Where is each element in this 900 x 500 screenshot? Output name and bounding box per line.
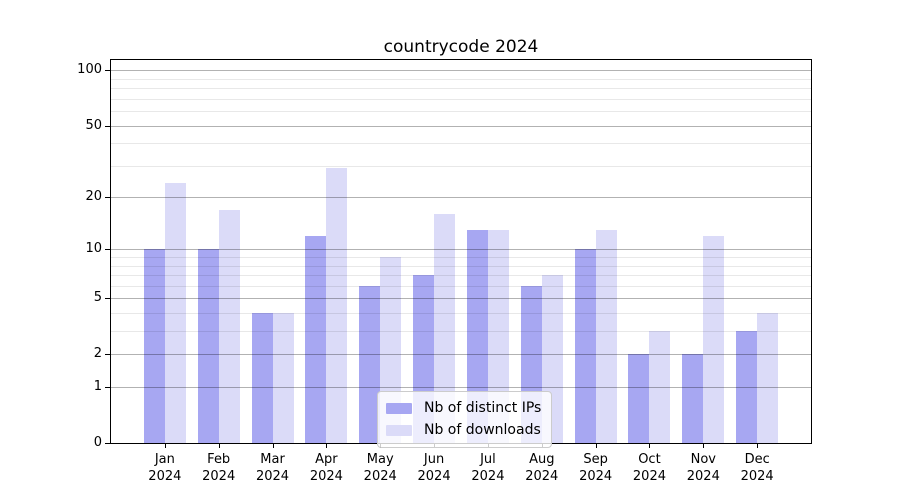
y-tick-label: 5 (93, 290, 102, 306)
x-tick-label-mar: Mar 2024 (255, 452, 290, 484)
bar-jan-distinct-ips (143, 249, 165, 443)
x-tick-label-sep: Sep 2024 (579, 452, 613, 484)
major-gridline (111, 125, 811, 127)
x-tick-label-oct: Oct 2024 (632, 452, 666, 484)
legend-swatch (386, 402, 412, 414)
y-tick-label: 0 (93, 435, 102, 450)
y-tick-label: 50 (85, 117, 102, 133)
plot-area: Nb of distinct IPs Nb of downloads (110, 59, 812, 448)
bars-layer (111, 60, 811, 443)
y-tick-label: 10 (85, 241, 102, 257)
minor-gridline (111, 257, 811, 259)
major-gridline (111, 387, 811, 389)
grid-layer (111, 60, 811, 443)
chart-title: countrycode 2024 (383, 37, 539, 57)
legend-swatch (386, 424, 412, 436)
x-tick-label-feb: Feb 2024 (202, 452, 236, 484)
minor-gridline (111, 265, 811, 267)
y-tick-label: 1 (93, 379, 102, 395)
x-tick-label-may: May 2024 (363, 452, 397, 484)
minor-gridline (111, 111, 811, 113)
bar-oct-distinct-ips (628, 354, 650, 443)
bar-feb-downloads (218, 209, 240, 443)
bar-oct-downloads (649, 331, 671, 443)
minor-gridline (111, 275, 811, 277)
minor-gridline (111, 88, 811, 90)
bar-dec-distinct-ips (736, 331, 758, 443)
minor-gridline (111, 165, 811, 167)
x-tick-label-apr: Apr 2024 (309, 452, 343, 484)
legend-row: Nb of distinct IPs (386, 397, 541, 419)
bar-jan-downloads (164, 183, 186, 443)
minor-gridline (111, 143, 811, 145)
minor-gridline (111, 331, 811, 333)
bar-mar-distinct-ips (251, 313, 273, 443)
x-tick-label-jun: Jun 2024 (417, 452, 451, 484)
x-tick-label-dec: Dec 2024 (740, 452, 774, 484)
minor-gridline (111, 285, 811, 287)
bar-jul-downloads (487, 229, 509, 443)
x-tick-label-jan: Jan 2024 (148, 452, 182, 484)
legend-row: Nb of downloads (386, 419, 541, 441)
bar-apr-distinct-ips (305, 235, 327, 443)
bar-jun-downloads (434, 214, 456, 443)
bar-sep-downloads (595, 229, 617, 443)
bar-apr-downloads (326, 168, 348, 443)
bar-nov-downloads (703, 235, 725, 443)
minor-gridline (111, 98, 811, 100)
legend: Nb of distinct IPs Nb of downloads (377, 391, 553, 448)
major-gridline (111, 249, 811, 251)
x-tick-label-aug: Aug 2024 (525, 452, 559, 484)
y-tick-label: 2 (93, 346, 102, 362)
legend-label: Nb of distinct IPs (424, 400, 542, 416)
major-gridline (111, 70, 811, 72)
y-tick-label: 20 (85, 189, 102, 205)
bar-may-distinct-ips (359, 285, 381, 443)
minor-gridline (111, 313, 811, 315)
major-gridline (111, 197, 811, 199)
major-gridline (111, 298, 811, 300)
bar-jul-distinct-ips (466, 229, 488, 443)
x-tick-label-jul: Jul 2024 (471, 452, 505, 484)
x-tick-label-nov: Nov 2024 (686, 452, 720, 484)
legend-label: Nb of downloads (424, 422, 541, 438)
major-gridline (111, 354, 811, 356)
bar-sep-distinct-ips (574, 249, 596, 443)
minor-gridline (111, 78, 811, 80)
bar-mar-downloads (272, 313, 294, 443)
bar-dec-downloads (757, 313, 779, 443)
y-tick-label: 100 (77, 62, 102, 78)
bar-nov-distinct-ips (682, 354, 704, 443)
bar-feb-distinct-ips (197, 249, 219, 443)
